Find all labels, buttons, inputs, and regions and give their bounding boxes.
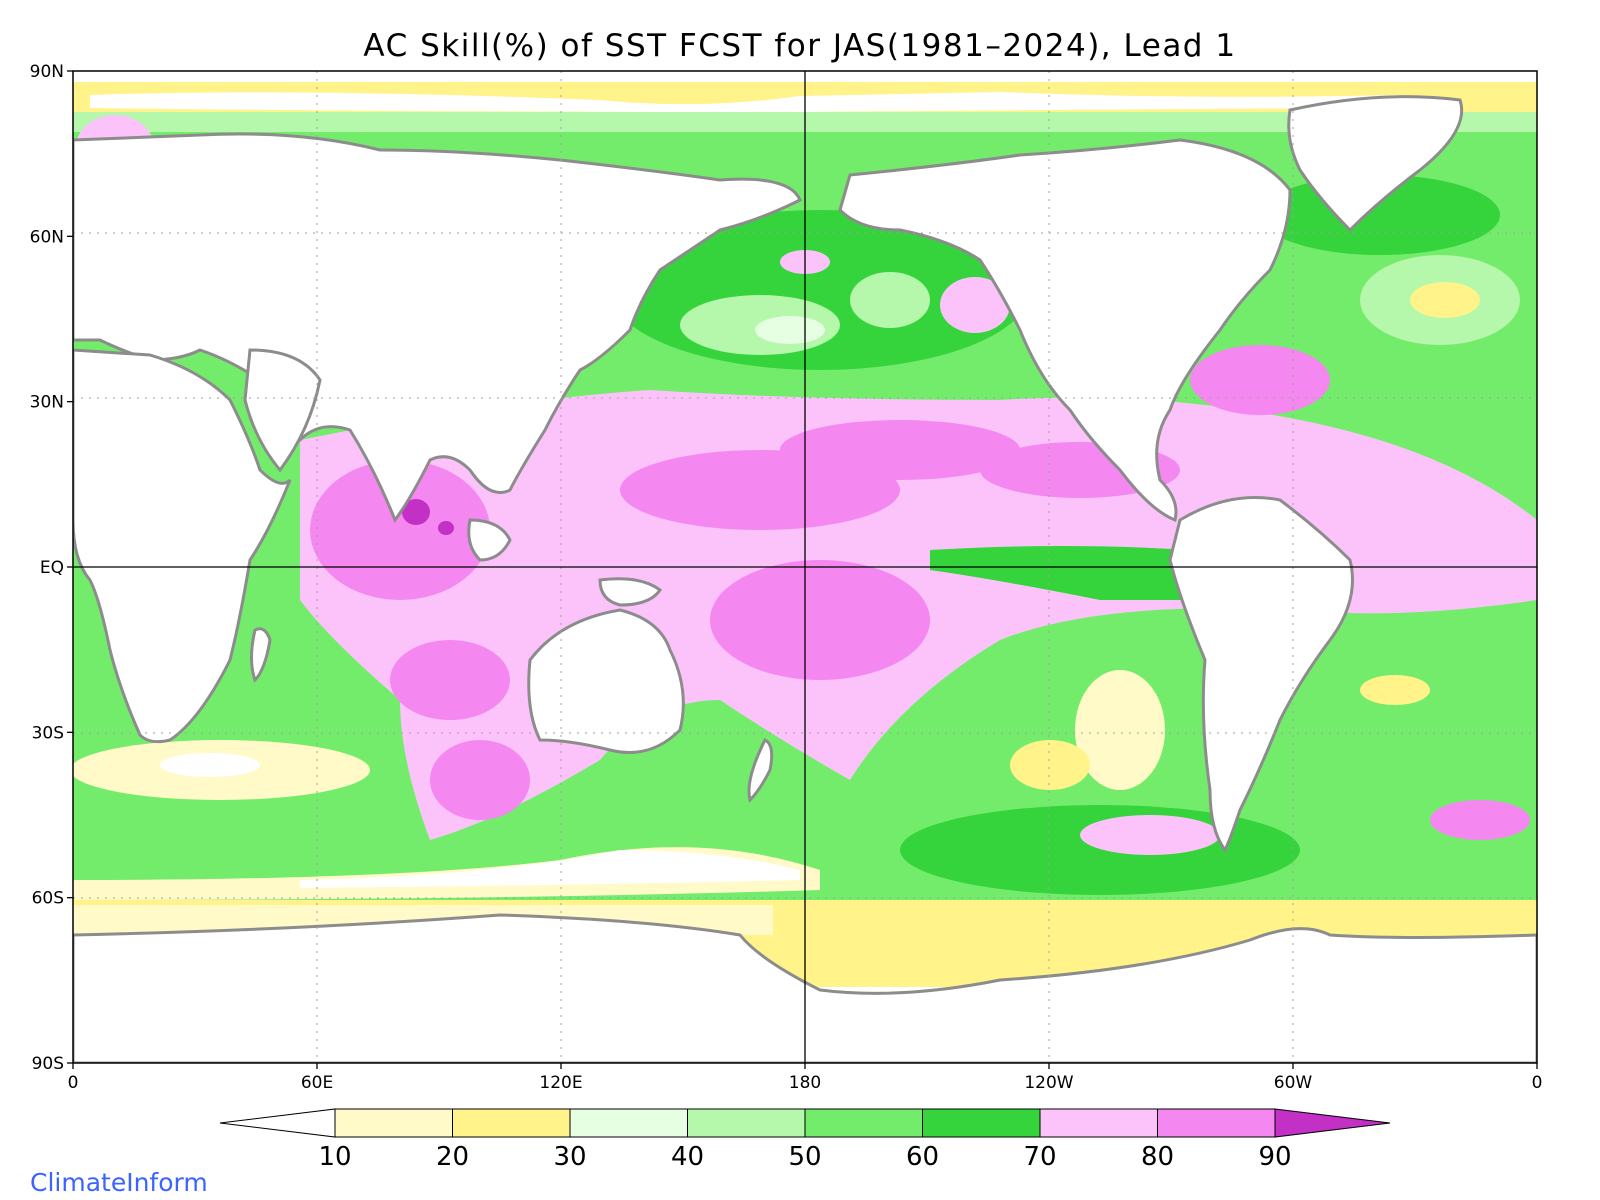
lon-tick-label: 120E — [539, 1073, 582, 1093]
longitude-axis: 0 60E 120E 180 120W 60W 0 — [68, 1063, 1543, 1093]
skill-pac-magenta2 — [780, 420, 1020, 480]
colorbar-label: 50 — [788, 1142, 821, 1172]
skill-spac-pink — [1080, 815, 1220, 855]
skill-atl-magenta — [1190, 345, 1330, 415]
lat-tick-label: 30S — [32, 723, 64, 743]
lon-tick-label: 0 — [1532, 1073, 1543, 1093]
land-south-america — [1168, 496, 1354, 853]
colorbar-label: 90 — [1258, 1142, 1291, 1172]
lon-tick-label: 180 — [789, 1073, 821, 1093]
colorbar-label: 30 — [553, 1142, 586, 1172]
land-newguinea — [598, 577, 663, 607]
colorbar-swatch — [334, 1108, 453, 1138]
colorbar-swatch — [687, 1108, 806, 1138]
colorbar-swatch — [1157, 1108, 1276, 1138]
colorbar-extend-low — [219, 1108, 336, 1138]
colorbar-swatch — [804, 1108, 923, 1138]
lon-tick-label: 60W — [1274, 1073, 1313, 1093]
credit-text: ClimateInform — [30, 1168, 208, 1197]
land-arabia — [243, 348, 322, 473]
lon-tick-label: 120W — [1024, 1073, 1073, 1093]
skill-npac-pale — [755, 316, 825, 344]
lat-tick-label: EQ — [40, 558, 64, 578]
colorbar: 10 20 30 40 50 60 70 80 90 — [219, 1108, 1391, 1172]
skill-io-magenta — [310, 460, 490, 600]
land-madagascar — [250, 627, 272, 683]
lon-tick-label: 0 — [68, 1073, 79, 1093]
landmasses — [73, 95, 1537, 1063]
skill-so-white-core — [300, 850, 800, 888]
land-borneo-sumatra — [467, 518, 512, 562]
land-australia — [527, 608, 685, 754]
lon-tick-label: 60E — [301, 1073, 333, 1093]
colorbar-swatch — [922, 1108, 1041, 1138]
skill-spac-dark — [900, 805, 1300, 895]
skill-spac-yellow — [1075, 670, 1165, 790]
skill-io-peak1 — [402, 499, 430, 525]
skill-io-peak2 — [438, 521, 454, 535]
skill-io-magenta2 — [390, 640, 510, 720]
skill-npac-pink1 — [940, 277, 1010, 333]
colorbar-swatch — [569, 1108, 688, 1138]
skill-pac-magenta4 — [710, 560, 930, 680]
colorbar-extend-high — [1274, 1108, 1391, 1138]
skill-arctic-white — [90, 92, 1400, 112]
lat-tick-label: 90N — [30, 62, 64, 82]
skill-npac-light2 — [850, 272, 930, 328]
land-africa — [73, 348, 292, 744]
colorbar-swatch — [452, 1108, 571, 1138]
colorbar-label: 60 — [906, 1142, 939, 1172]
land-north-america — [838, 138, 1292, 523]
colorbar-label: 70 — [1023, 1142, 1056, 1172]
colorbar-label: 20 — [436, 1142, 469, 1172]
lat-tick-label: 60S — [32, 889, 64, 909]
map-title: AC Skill(%) of SST FCST for JAS(1981–202… — [363, 28, 1237, 64]
lat-tick-label: 30N — [30, 393, 64, 413]
latitude-axis: 90N 60N 30N EQ 30S 60S 90S — [30, 62, 73, 1074]
colorbar-label: 40 — [671, 1142, 704, 1172]
colorbar-label: 80 — [1141, 1142, 1174, 1172]
skill-io-magenta3 — [430, 740, 530, 820]
skill-natl-yellow — [1410, 282, 1480, 318]
lat-tick-label: 90S — [32, 1054, 64, 1074]
skill-spac-light — [1010, 740, 1090, 790]
land-greenland — [1287, 95, 1464, 233]
colorbar-swatch — [1039, 1108, 1158, 1138]
skill-so-magenta — [1430, 800, 1530, 840]
skill-satl-yellow — [1360, 675, 1430, 705]
skill-sio-white — [160, 753, 260, 777]
lat-tick-label: 60N — [30, 227, 64, 247]
colorbar-label: 10 — [318, 1142, 351, 1172]
land-nz — [747, 737, 774, 803]
